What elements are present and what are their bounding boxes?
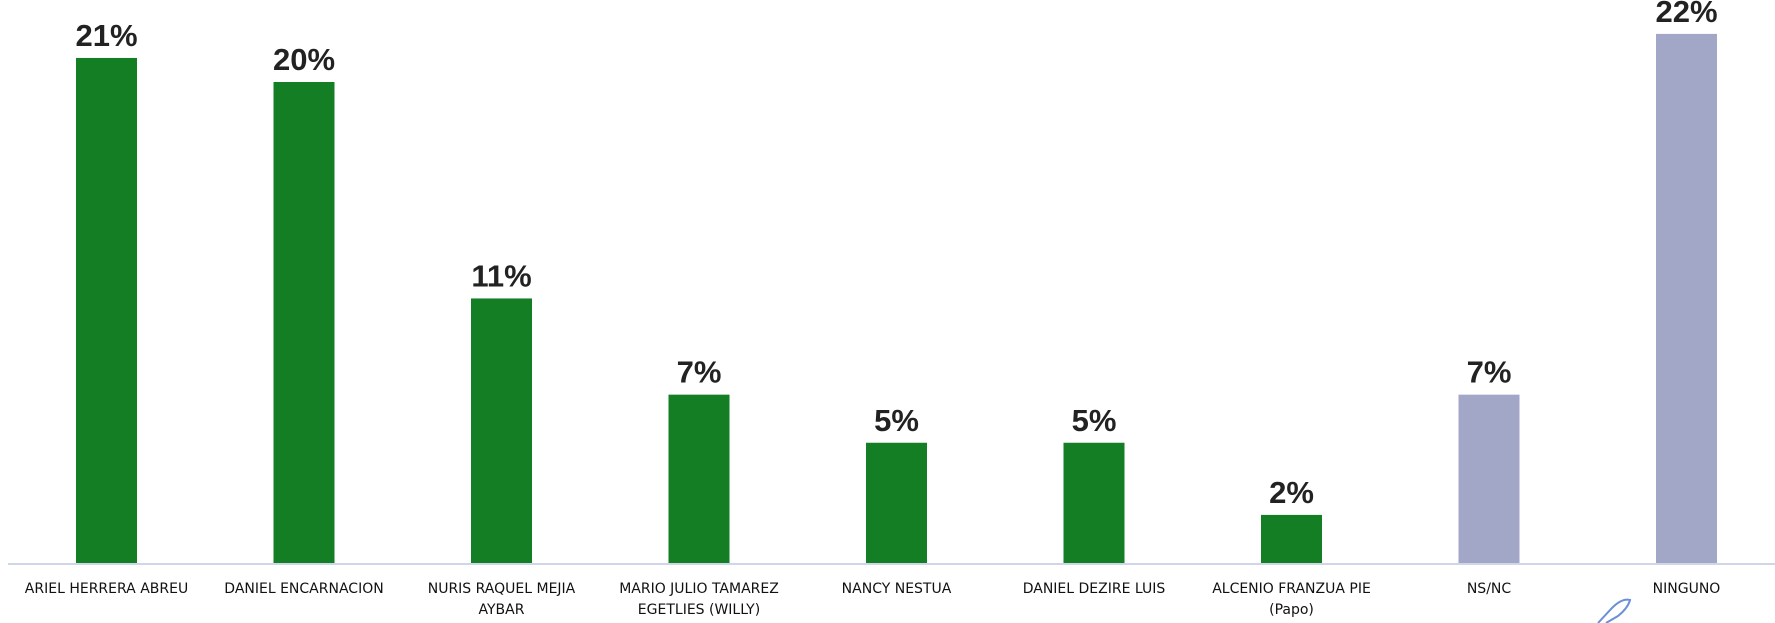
value-label-6: 5% [1072, 403, 1117, 438]
bar-2 [273, 82, 335, 563]
value-label-1: 21% [75, 18, 137, 53]
signature-mark [1597, 598, 1632, 623]
category-label-4-line-2: EGETLIES (WILLY) [638, 602, 760, 618]
value-labels-group: 21% 20% 11% 7% 5% 5% 2% 7% 22% [75, 0, 1717, 510]
value-label-8: 7% [1467, 355, 1512, 390]
category-label-7: ALCENIO FRANZUA PIE [1212, 581, 1371, 597]
bar-9 [1656, 33, 1717, 563]
value-label-4: 7% [677, 355, 722, 390]
category-label-4: MARIO JULIO TAMAREZ [619, 581, 779, 597]
bar-8 [1458, 394, 1520, 563]
bar-6 [1063, 442, 1125, 563]
category-label-1: ARIEL HERRERA ABREU [25, 581, 188, 597]
value-label-9: 22% [1655, 0, 1717, 29]
category-labels-group: ARIEL HERRERA ABREU DANIEL ENCARNACION NUR… [25, 581, 1721, 618]
category-label-9: NINGUNO [1653, 581, 1721, 597]
category-label-3-line-2: AYBAR [479, 602, 525, 618]
category-label-3: NURIS RAQUEL MEJIA [428, 581, 576, 597]
bar-5 [866, 442, 927, 563]
category-label-5: NANCY NESTUA [842, 581, 952, 597]
bar-4 [668, 394, 730, 563]
value-label-3: 11% [471, 258, 531, 293]
bars-group [76, 33, 1717, 563]
bar-1 [76, 57, 137, 563]
value-label-5: 5% [874, 403, 919, 438]
value-label-7: 2% [1269, 475, 1314, 510]
category-label-2: DANIEL ENCARNACION [224, 581, 383, 597]
bar-7 [1261, 514, 1322, 563]
category-label-6: DANIEL DEZIRE LUIS [1023, 581, 1166, 597]
category-label-7-line-2: (Papo) [1269, 602, 1314, 618]
category-label-8: NS/NC [1467, 581, 1512, 597]
bar-3 [471, 298, 532, 563]
value-label-2: 20% [273, 42, 335, 77]
